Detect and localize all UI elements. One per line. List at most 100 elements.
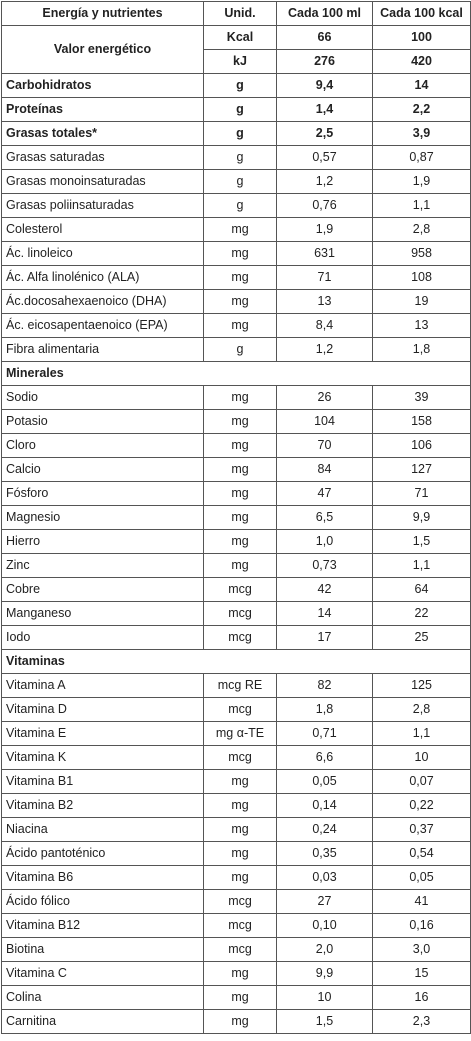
nutrient-name: Carnitina [1,1009,204,1034]
table-row: Magnesio mg 6,5 9,9 [1,505,471,530]
nutrient-name: Grasas totales* [1,121,204,146]
vitamins-section-row: Vitaminas [1,649,471,674]
nutrient-name: Ác. linoleico [1,241,204,266]
table-row: Ác. Alfa linolénico (ALA) mg 71 108 [1,265,471,290]
value-per-100kcal: 15 [372,961,471,986]
value-per-100kcal: 2,2 [372,97,471,122]
table-row: Fósforo mg 47 71 [1,481,471,506]
header-per-100kcal: Cada 100 kcal [372,1,471,26]
table-row: Iodo mcg 17 25 [1,625,471,650]
nutrient-name: Fósforo [1,481,204,506]
energy-kcal-per-100kcal: 100 [372,25,471,50]
table-row: Colesterol mg 1,9 2,8 [1,217,471,242]
vitamins-section-fill [203,649,471,674]
nutrient-name: Colina [1,985,204,1010]
vitamins-section-title: Vitaminas [1,649,204,674]
value-per-100kcal: 19 [372,289,471,314]
energy-row-kj: kJ 276 420 [2,49,471,74]
nutrient-unit: g [203,337,277,362]
nutrient-unit: mcg [203,913,277,938]
nutrient-name: Calcio [1,457,204,482]
nutrient-unit: mg [203,265,277,290]
value-per-100ml: 9,4 [276,73,373,98]
value-per-100ml: 47 [276,481,373,506]
nutrient-unit: mg [203,769,277,794]
nutrient-name: Colesterol [1,217,204,242]
table-row: Grasas saturadas g 0,57 0,87 [1,145,471,170]
nutrient-unit: mg α-TE [203,721,277,746]
value-per-100kcal: 3,9 [372,121,471,146]
nutrient-unit: mcg [203,577,277,602]
value-per-100kcal: 39 [372,385,471,410]
value-per-100kcal: 64 [372,577,471,602]
nutrient-unit: mg [203,985,277,1010]
value-per-100ml: 84 [276,457,373,482]
nutrient-name: Magnesio [1,505,204,530]
value-per-100ml: 13 [276,289,373,314]
value-per-100ml: 14 [276,601,373,626]
value-per-100ml: 2,0 [276,937,373,962]
nutrient-name: Manganeso [1,601,204,626]
nutrient-name: Vitamina B12 [1,913,204,938]
value-per-100kcal: 13 [372,313,471,338]
table-row: Grasas poliinsaturadas g 0,76 1,1 [1,193,471,218]
value-per-100kcal: 41 [372,889,471,914]
value-per-100ml: 1,9 [276,217,373,242]
value-per-100kcal: 2,8 [372,697,471,722]
table-header: Energía y nutrientes Unid. Cada 100 ml C… [1,1,471,26]
value-per-100kcal: 0,05 [372,865,471,890]
value-per-100ml: 1,2 [276,337,373,362]
value-per-100ml: 8,4 [276,313,373,338]
nutrient-unit: mg [203,241,277,266]
nutrient-unit: mg [203,409,277,434]
nutrient-name: Vitamina D [1,697,204,722]
value-per-100ml: 0,71 [276,721,373,746]
nutrient-unit: g [203,169,277,194]
nutrient-name: Zinc [1,553,204,578]
table-row: Ác. linoleico mg 631 958 [1,241,471,266]
nutrient-name: Vitamina B2 [1,793,204,818]
minerals-section-title: Minerales [1,361,204,386]
value-per-100kcal: 9,9 [372,505,471,530]
nutrient-unit: mg [203,793,277,818]
value-per-100kcal: 1,8 [372,337,471,362]
table-body: Valor energético Kcal 66 100 kJ 276 420 … [1,25,471,1034]
nutrient-unit: mg [203,1009,277,1034]
table-row: Ác. eicosapentaenoico (EPA) mg 8,4 13 [1,313,471,338]
nutrient-name: Vitamina E [1,721,204,746]
nutrient-unit: mg [203,961,277,986]
value-per-100ml: 631 [276,241,373,266]
nutrient-unit: mg [203,217,277,242]
nutrient-name: Cobre [1,577,204,602]
minerals-section-fill [203,361,471,386]
table-row: Vitamina B12 mcg 0,10 0,16 [1,913,471,938]
nutrient-unit: mg [203,313,277,338]
value-per-100kcal: 1,5 [372,529,471,554]
value-per-100kcal: 0,07 [372,769,471,794]
value-per-100ml: 0,73 [276,553,373,578]
value-per-100ml: 82 [276,673,373,698]
nutrient-name: Sodio [1,385,204,410]
table-row: Hierro mg 1,0 1,5 [1,529,471,554]
table-row: Biotina mcg 2,0 3,0 [1,937,471,962]
value-per-100ml: 70 [276,433,373,458]
nutrient-unit: mcg [203,601,277,626]
nutrient-unit: mg [203,817,277,842]
value-per-100kcal: 958 [372,241,471,266]
table-row: Potasio mg 104 158 [1,409,471,434]
nutrient-name: Fibra alimentaria [1,337,204,362]
value-per-100kcal: 0,16 [372,913,471,938]
table-row: Colina mg 10 16 [1,985,471,1010]
table-row: Carnitina mg 1,5 2,3 [1,1009,471,1034]
nutrient-unit: g [203,121,277,146]
table-row: Manganeso mcg 14 22 [1,601,471,626]
header-nutrient: Energía y nutrientes [1,1,204,26]
nutrient-name: Ác. eicosapentaenoico (EPA) [1,313,204,338]
table-row: Proteínas g 1,4 2,2 [1,97,471,122]
nutrient-name: Vitamina B1 [1,769,204,794]
nutrient-unit: mcg [203,745,277,770]
value-per-100kcal: 14 [372,73,471,98]
